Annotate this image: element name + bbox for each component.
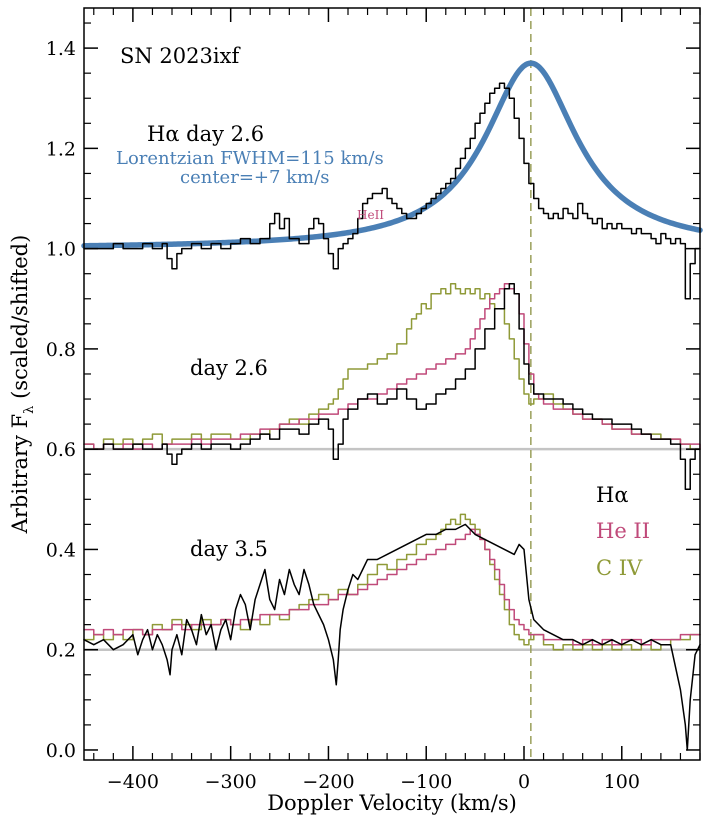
series-3-he-ii-day-2-6 — [83, 282, 701, 450]
y-axis-title: Arbitrary Fλ (scaled/shifted) — [8, 235, 37, 535]
y-axis-title-tail: (scaled/shifted) — [8, 235, 32, 406]
x-tick-label: −300 — [205, 771, 257, 793]
heii-line-tag: HeII — [357, 208, 384, 222]
y-axis-title-subscript: λ — [22, 406, 37, 414]
x-tick-label: 100 — [604, 771, 640, 793]
top-panel-label: Hα day 2.6 — [147, 122, 264, 146]
y-tick-label: 0.2 — [46, 640, 76, 662]
y-axis-title-main: Arbitrary F — [8, 414, 32, 535]
legend: Hα He II C IV — [596, 483, 650, 580]
series-0-lorentzian-fit-h-day-2-6 — [81, 60, 703, 249]
y-tick-label: 0.0 — [46, 740, 76, 762]
x-tick-label: 0 — [518, 771, 530, 793]
y-tick-label: 1.2 — [46, 138, 76, 160]
axis-ticks: −400 −300 −200 −100 0 100 0.0 0.2 0.4 0.6 0.8 1.0 1.… — [46, 8, 701, 793]
middle-panel-label: day 2.6 — [190, 356, 268, 380]
chart-title: SN 2023ixf — [120, 44, 241, 68]
series-6-he-ii-day-3-5 — [83, 528, 701, 646]
series-4-h-day-2-6-middle — [83, 282, 701, 491]
plot-frame — [83, 7, 701, 761]
y-tick-label: 0.4 — [46, 539, 76, 561]
y-tick-label: 1.0 — [46, 239, 76, 261]
y-tick-label: 0.6 — [46, 439, 76, 461]
y-tick-label: 1.4 — [46, 38, 76, 60]
legend-entry-ha: Hα — [596, 483, 629, 507]
bottom-panel-label: day 3.5 — [190, 537, 268, 561]
legend-entry-civ: C IV — [596, 556, 643, 580]
x-tick-label: −200 — [302, 771, 354, 793]
legend-entry-heii: He II — [596, 519, 650, 543]
series-7-h-day-3-5 — [83, 523, 701, 751]
series-layer — [81, 60, 703, 751]
x-tick-label: −400 — [107, 771, 159, 793]
x-tick-label: −100 — [400, 771, 452, 793]
y-tick-label: 0.8 — [46, 339, 76, 361]
series-1-h-day-2-6-top — [83, 82, 701, 300]
lorentzian-fit-label: Lorentzian FWHM=115 km/s — [116, 148, 384, 169]
series-2-c-iv-day-2-6 — [83, 282, 701, 450]
x-axis-title: Doppler Velocity (km/s) — [267, 791, 517, 815]
lorentzian-center-label: center=+7 km/s — [180, 167, 329, 188]
